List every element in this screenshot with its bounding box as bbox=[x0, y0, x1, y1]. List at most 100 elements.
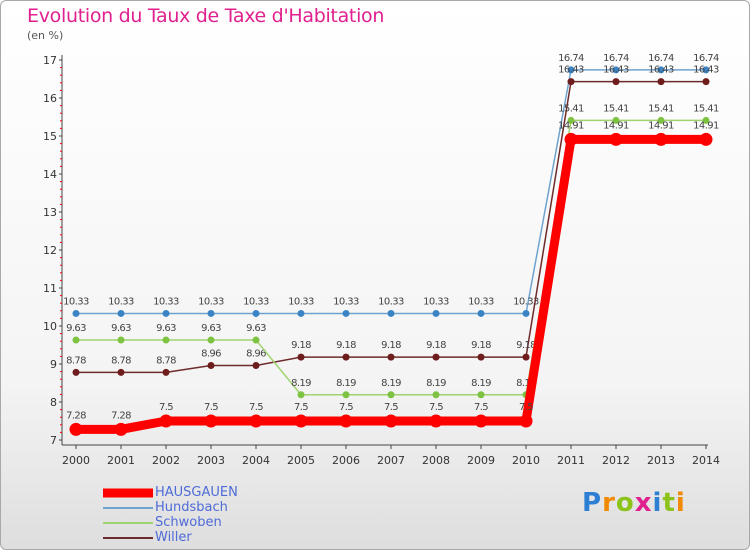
x-tick-label: 2001 bbox=[107, 454, 135, 467]
data-label-hausgauen: 7.5 bbox=[204, 402, 218, 413]
data-point-hundsbach bbox=[477, 309, 485, 317]
legend-label-hausgauen: HAUSGAUEN bbox=[155, 485, 238, 500]
data-label-hundsbach: 10.33 bbox=[108, 296, 134, 307]
data-point-hundsbach bbox=[522, 309, 530, 317]
data-point-schwoben bbox=[477, 391, 485, 399]
data-point-schwoben bbox=[432, 391, 440, 399]
data-point-willer bbox=[387, 353, 395, 361]
legend: HAUSGAUEN Hundsbach Schwoben Willer bbox=[103, 485, 303, 545]
data-label-willer: 9.18 bbox=[291, 340, 311, 351]
data-point-hundsbach bbox=[567, 66, 575, 74]
legend-item-hundsbach[interactable]: Hundsbach bbox=[103, 500, 303, 515]
data-point-hundsbach bbox=[432, 309, 440, 317]
data-label-hausgauen: 7.5 bbox=[429, 402, 443, 413]
data-point-schwoben bbox=[612, 116, 620, 124]
data-point-schwoben bbox=[342, 391, 350, 399]
data-point-willer bbox=[477, 353, 485, 361]
data-label-hundsbach: 10.33 bbox=[198, 296, 224, 307]
data-label-hundsbach: 16.74 bbox=[558, 53, 584, 64]
data-label-hundsbach: 10.33 bbox=[153, 296, 179, 307]
x-tick-label: 2013 bbox=[647, 454, 675, 467]
data-point-hundsbach bbox=[162, 309, 170, 317]
brand-logo: Proxiti bbox=[582, 488, 686, 518]
data-label-schwoben: 8.19 bbox=[336, 378, 356, 389]
data-point-willer bbox=[72, 368, 80, 376]
data-point-schwoben bbox=[702, 116, 710, 124]
data-label-hausgauen: 7.5 bbox=[519, 402, 533, 413]
data-point-hundsbach bbox=[297, 309, 305, 317]
data-label-hundsbach: 10.33 bbox=[243, 296, 269, 307]
data-point-willer bbox=[612, 78, 620, 86]
data-label-hausgauen: 7.5 bbox=[339, 402, 353, 413]
x-tick-label: 2000 bbox=[62, 454, 90, 467]
y-tick-label: 15 bbox=[43, 130, 57, 143]
legend-item-hausgauen[interactable]: HAUSGAUEN bbox=[103, 485, 303, 500]
data-point-hausgauen bbox=[609, 132, 623, 146]
data-label-hundsbach: 16.74 bbox=[648, 53, 674, 64]
data-label-willer: 8.78 bbox=[111, 355, 131, 366]
data-point-hundsbach bbox=[117, 309, 125, 317]
data-label-schwoben: 9.63 bbox=[156, 323, 176, 334]
legend-label-schwoben: Schwoben bbox=[155, 515, 222, 530]
data-label-willer: 9.18 bbox=[426, 340, 446, 351]
data-label-willer: 8.78 bbox=[66, 355, 86, 366]
data-label-willer: 16.43 bbox=[558, 65, 584, 76]
x-tick-label: 2008 bbox=[422, 454, 450, 467]
data-point-hundsbach bbox=[702, 66, 710, 74]
data-point-willer bbox=[252, 362, 260, 370]
data-point-hausgauen bbox=[339, 414, 353, 428]
data-label-willer: 9.18 bbox=[381, 340, 401, 351]
x-tick-label: 2002 bbox=[152, 454, 180, 467]
legend-item-schwoben[interactable]: Schwoben bbox=[103, 515, 303, 530]
data-label-schwoben: 9.63 bbox=[246, 323, 266, 334]
data-label-hundsbach: 10.33 bbox=[378, 296, 404, 307]
data-label-willer: 9.18 bbox=[516, 340, 536, 351]
y-tick-label: 7 bbox=[50, 434, 57, 447]
y-tick-label: 12 bbox=[43, 244, 57, 257]
y-tick-label: 16 bbox=[43, 92, 57, 105]
data-label-willer: 16.43 bbox=[693, 65, 719, 76]
x-tick-label: 2009 bbox=[467, 454, 495, 467]
data-label-hausgauen: 14.91 bbox=[558, 120, 584, 131]
data-label-hundsbach: 10.33 bbox=[468, 296, 494, 307]
data-label-schwoben: 15.41 bbox=[693, 103, 719, 114]
data-label-schwoben: 8.19 bbox=[291, 378, 311, 389]
data-point-schwoben bbox=[162, 336, 170, 344]
data-label-hausgauen: 7.5 bbox=[474, 402, 488, 413]
chart-title: Evolution du Taux de Taxe d'Habitation bbox=[27, 5, 385, 27]
data-point-hausgauen bbox=[249, 414, 263, 428]
y-tick-label: 10 bbox=[43, 320, 57, 333]
data-point-hausgauen bbox=[519, 414, 533, 428]
data-point-willer bbox=[207, 362, 215, 370]
data-point-hausgauen bbox=[429, 414, 443, 428]
data-label-hundsbach: 16.74 bbox=[603, 53, 629, 64]
data-point-hundsbach bbox=[657, 66, 665, 74]
data-label-hausgauen: 7.28 bbox=[111, 410, 131, 421]
data-point-willer bbox=[657, 78, 665, 86]
data-point-willer bbox=[567, 78, 575, 86]
data-label-schwoben: 15.41 bbox=[558, 103, 584, 114]
y-tick-label: 11 bbox=[43, 282, 57, 295]
y-tick-label: 9 bbox=[50, 358, 57, 371]
data-point-schwoben bbox=[567, 116, 575, 124]
data-label-schwoben: 8.19 bbox=[426, 378, 446, 389]
data-point-schwoben bbox=[72, 336, 80, 344]
x-tick-label: 2007 bbox=[377, 454, 405, 467]
legend-swatch-hausgauen bbox=[103, 488, 153, 497]
y-axis-unit: (en %) bbox=[27, 29, 64, 42]
y-tick-label: 17 bbox=[43, 54, 57, 67]
legend-label-hundsbach: Hundsbach bbox=[155, 500, 228, 515]
data-point-hausgauen bbox=[69, 422, 83, 436]
data-point-hausgauen bbox=[474, 414, 488, 428]
data-point-hundsbach bbox=[387, 309, 395, 317]
data-label-hundsbach: 10.33 bbox=[513, 296, 539, 307]
data-point-schwoben bbox=[207, 336, 215, 344]
legend-item-willer[interactable]: Willer bbox=[103, 530, 303, 545]
data-point-willer bbox=[117, 368, 125, 376]
data-point-hausgauen bbox=[699, 132, 713, 146]
x-tick-label: 2003 bbox=[197, 454, 225, 467]
x-tick-label: 2004 bbox=[242, 454, 270, 467]
x-tick-label: 2014 bbox=[692, 454, 720, 467]
data-label-schwoben: 9.63 bbox=[66, 323, 86, 334]
data-label-hausgauen: 14.91 bbox=[648, 120, 674, 131]
